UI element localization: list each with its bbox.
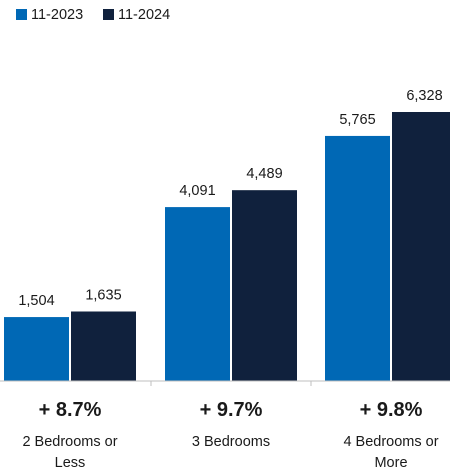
category-label-2-line-1: More [374,455,407,471]
value-label-11-2024-0: 1,635 [85,287,121,303]
value-label-group: 1,504 1,635 4,091 4,489 5,765 6,328 [18,88,442,309]
category-label-2-line-0: 4 Bedrooms or [343,434,438,450]
bar-11-2023-1 [165,207,230,381]
category-label-group: 2 Bedrooms or Less 3 Bedrooms 4 Bedrooms or… [22,434,438,471]
legend-swatch-11-2023 [16,9,27,20]
legend-swatch-11-2024 [103,9,114,20]
value-label-11-2023-0: 1,504 [18,293,54,309]
bar-11-2024-0 [71,311,136,381]
bar-11-2024-2 [392,112,450,381]
bar-11-2023-0 [4,317,69,381]
change-label-group: + 8.7% + 9.7% + 9.8% [39,399,423,421]
change-label-0: + 8.7% [39,399,102,421]
value-label-11-2023-1: 4,091 [179,183,215,199]
value-label-11-2024-1: 4,489 [246,166,282,182]
category-label-0-line-0: 2 Bedrooms or [22,434,117,450]
category-label-0-line-1: Less [55,455,86,471]
bar-11-2024-1 [232,190,297,381]
chart-legend: 11-2023 11-2024 [16,7,170,23]
bar-group [4,112,450,381]
change-label-2: + 9.8% [360,399,423,421]
x-axis-ticks [150,381,312,386]
category-label-1-line-0: 3 Bedrooms [192,434,270,450]
legend-label-11-2024: 11-2024 [118,7,170,23]
bar-11-2023-2 [325,135,390,381]
value-label-11-2023-2: 5,765 [339,112,375,128]
change-label-1: + 9.7% [200,399,263,421]
legend-label-11-2023: 11-2023 [31,7,83,23]
value-label-11-2024-2: 6,328 [406,88,442,104]
